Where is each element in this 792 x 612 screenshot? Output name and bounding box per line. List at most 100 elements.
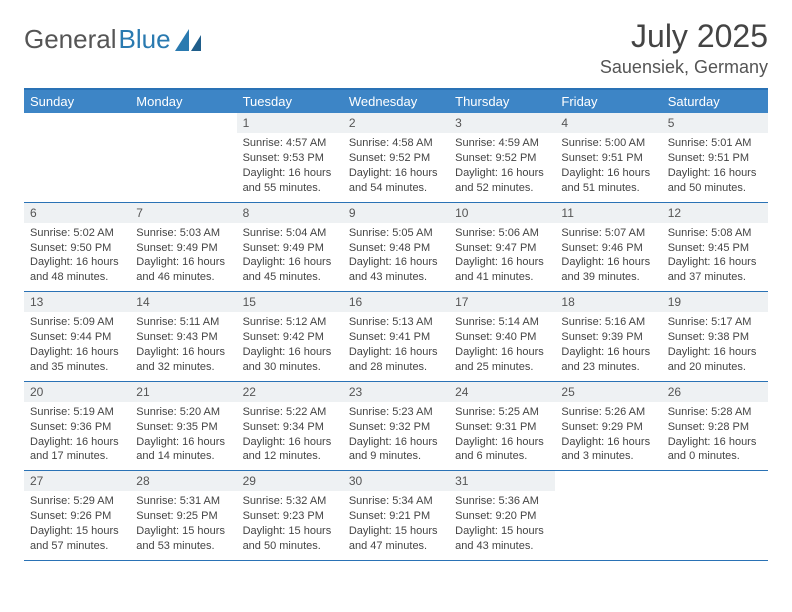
day-number: 31 bbox=[449, 471, 555, 491]
day-cell: 1Sunrise: 4:57 AMSunset: 9:53 PMDaylight… bbox=[237, 113, 343, 202]
daylight-text: Daylight: 16 hours and 0 minutes. bbox=[668, 435, 762, 465]
daylight-text: Daylight: 16 hours and 48 minutes. bbox=[30, 255, 124, 285]
logo-text-1: General bbox=[24, 24, 117, 55]
day-cell: 22Sunrise: 5:22 AMSunset: 9:34 PMDayligh… bbox=[237, 382, 343, 471]
daylight-text: Daylight: 16 hours and 54 minutes. bbox=[349, 166, 443, 196]
daylight-text: Daylight: 16 hours and 32 minutes. bbox=[136, 345, 230, 375]
dow-cell: Monday bbox=[130, 90, 236, 113]
day-body: Sunrise: 5:34 AMSunset: 9:21 PMDaylight:… bbox=[343, 491, 449, 559]
daylight-text: Daylight: 16 hours and 45 minutes. bbox=[243, 255, 337, 285]
day-body: Sunrise: 5:11 AMSunset: 9:43 PMDaylight:… bbox=[130, 312, 236, 380]
day-body: Sunrise: 5:16 AMSunset: 9:39 PMDaylight:… bbox=[555, 312, 661, 380]
day-cell: 30Sunrise: 5:34 AMSunset: 9:21 PMDayligh… bbox=[343, 471, 449, 560]
day-body: Sunrise: 5:05 AMSunset: 9:48 PMDaylight:… bbox=[343, 223, 449, 291]
day-body: Sunrise: 5:12 AMSunset: 9:42 PMDaylight:… bbox=[237, 312, 343, 380]
daylight-text: Daylight: 16 hours and 12 minutes. bbox=[243, 435, 337, 465]
sunset-text: Sunset: 9:51 PM bbox=[561, 151, 655, 166]
sunset-text: Sunset: 9:41 PM bbox=[349, 330, 443, 345]
day-number: 30 bbox=[343, 471, 449, 491]
day-body: Sunrise: 5:01 AMSunset: 9:51 PMDaylight:… bbox=[662, 133, 768, 201]
day-cell: 8Sunrise: 5:04 AMSunset: 9:49 PMDaylight… bbox=[237, 203, 343, 292]
daylight-text: Daylight: 16 hours and 3 minutes. bbox=[561, 435, 655, 465]
sunrise-text: Sunrise: 5:04 AM bbox=[243, 226, 337, 241]
daylight-text: Daylight: 16 hours and 35 minutes. bbox=[30, 345, 124, 375]
sunrise-text: Sunrise: 5:16 AM bbox=[561, 315, 655, 330]
day-number: 6 bbox=[24, 203, 130, 223]
logo-text-2: Blue bbox=[119, 24, 171, 55]
daylight-text: Daylight: 16 hours and 37 minutes. bbox=[668, 255, 762, 285]
day-number: 5 bbox=[662, 113, 768, 133]
day-number: 29 bbox=[237, 471, 343, 491]
daylight-text: Daylight: 16 hours and 14 minutes. bbox=[136, 435, 230, 465]
day-number: 25 bbox=[555, 382, 661, 402]
sunrise-text: Sunrise: 5:22 AM bbox=[243, 405, 337, 420]
day-cell: 25Sunrise: 5:26 AMSunset: 9:29 PMDayligh… bbox=[555, 382, 661, 471]
day-number: 15 bbox=[237, 292, 343, 312]
day-body: Sunrise: 5:09 AMSunset: 9:44 PMDaylight:… bbox=[24, 312, 130, 380]
day-cell: 10Sunrise: 5:06 AMSunset: 9:47 PMDayligh… bbox=[449, 203, 555, 292]
day-body: Sunrise: 5:22 AMSunset: 9:34 PMDaylight:… bbox=[237, 402, 343, 470]
day-body: Sunrise: 5:08 AMSunset: 9:45 PMDaylight:… bbox=[662, 223, 768, 291]
daylight-text: Daylight: 16 hours and 30 minutes. bbox=[243, 345, 337, 375]
day-body: Sunrise: 5:19 AMSunset: 9:36 PMDaylight:… bbox=[24, 402, 130, 470]
sunset-text: Sunset: 9:36 PM bbox=[30, 420, 124, 435]
day-cell: 28Sunrise: 5:31 AMSunset: 9:25 PMDayligh… bbox=[130, 471, 236, 560]
daylight-text: Daylight: 16 hours and 25 minutes. bbox=[455, 345, 549, 375]
sunrise-text: Sunrise: 5:32 AM bbox=[243, 494, 337, 509]
sunset-text: Sunset: 9:49 PM bbox=[136, 241, 230, 256]
day-number: 2 bbox=[343, 113, 449, 133]
daylight-text: Daylight: 16 hours and 20 minutes. bbox=[668, 345, 762, 375]
location: Sauensiek, Germany bbox=[600, 57, 768, 78]
day-cell: 9Sunrise: 5:05 AMSunset: 9:48 PMDaylight… bbox=[343, 203, 449, 292]
dow-cell: Friday bbox=[555, 90, 661, 113]
day-body: Sunrise: 5:31 AMSunset: 9:25 PMDaylight:… bbox=[130, 491, 236, 559]
day-body: Sunrise: 5:02 AMSunset: 9:50 PMDaylight:… bbox=[24, 223, 130, 291]
sunrise-text: Sunrise: 5:34 AM bbox=[349, 494, 443, 509]
title-block: July 2025 Sauensiek, Germany bbox=[600, 18, 768, 78]
day-number: 9 bbox=[343, 203, 449, 223]
daylight-text: Daylight: 16 hours and 39 minutes. bbox=[561, 255, 655, 285]
day-body: Sunrise: 5:25 AMSunset: 9:31 PMDaylight:… bbox=[449, 402, 555, 470]
day-body: Sunrise: 4:58 AMSunset: 9:52 PMDaylight:… bbox=[343, 133, 449, 201]
day-body: Sunrise: 5:14 AMSunset: 9:40 PMDaylight:… bbox=[449, 312, 555, 380]
sunset-text: Sunset: 9:42 PM bbox=[243, 330, 337, 345]
sunrise-text: Sunrise: 5:02 AM bbox=[30, 226, 124, 241]
sunrise-text: Sunrise: 5:25 AM bbox=[455, 405, 549, 420]
daylight-text: Daylight: 16 hours and 43 minutes. bbox=[349, 255, 443, 285]
day-number: 28 bbox=[130, 471, 236, 491]
sunrise-text: Sunrise: 4:59 AM bbox=[455, 136, 549, 151]
dow-cell: Thursday bbox=[449, 90, 555, 113]
daylight-text: Daylight: 16 hours and 23 minutes. bbox=[561, 345, 655, 375]
sunrise-text: Sunrise: 4:57 AM bbox=[243, 136, 337, 151]
sunset-text: Sunset: 9:21 PM bbox=[349, 509, 443, 524]
sunrise-text: Sunrise: 5:07 AM bbox=[561, 226, 655, 241]
day-cell: 3Sunrise: 4:59 AMSunset: 9:52 PMDaylight… bbox=[449, 113, 555, 202]
week-row: 27Sunrise: 5:29 AMSunset: 9:26 PMDayligh… bbox=[24, 471, 768, 561]
sunrise-text: Sunrise: 5:01 AM bbox=[668, 136, 762, 151]
sunrise-text: Sunrise: 5:06 AM bbox=[455, 226, 549, 241]
daylight-text: Daylight: 15 hours and 47 minutes. bbox=[349, 524, 443, 554]
day-cell: 2Sunrise: 4:58 AMSunset: 9:52 PMDaylight… bbox=[343, 113, 449, 202]
daylight-text: Daylight: 16 hours and 55 minutes. bbox=[243, 166, 337, 196]
daylight-text: Daylight: 16 hours and 46 minutes. bbox=[136, 255, 230, 285]
day-body: Sunrise: 5:29 AMSunset: 9:26 PMDaylight:… bbox=[24, 491, 130, 559]
daylight-text: Daylight: 15 hours and 53 minutes. bbox=[136, 524, 230, 554]
day-cell: 4Sunrise: 5:00 AMSunset: 9:51 PMDaylight… bbox=[555, 113, 661, 202]
day-number: 17 bbox=[449, 292, 555, 312]
dow-cell: Tuesday bbox=[237, 90, 343, 113]
dow-cell: Wednesday bbox=[343, 90, 449, 113]
day-number: 19 bbox=[662, 292, 768, 312]
sunrise-text: Sunrise: 5:19 AM bbox=[30, 405, 124, 420]
day-cell bbox=[662, 471, 768, 560]
sunrise-text: Sunrise: 5:31 AM bbox=[136, 494, 230, 509]
sunset-text: Sunset: 9:23 PM bbox=[243, 509, 337, 524]
sunrise-text: Sunrise: 5:36 AM bbox=[455, 494, 549, 509]
logo-sail-icon bbox=[175, 29, 201, 51]
sunrise-text: Sunrise: 5:29 AM bbox=[30, 494, 124, 509]
day-cell: 18Sunrise: 5:16 AMSunset: 9:39 PMDayligh… bbox=[555, 292, 661, 381]
daylight-text: Daylight: 16 hours and 51 minutes. bbox=[561, 166, 655, 196]
day-cell: 27Sunrise: 5:29 AMSunset: 9:26 PMDayligh… bbox=[24, 471, 130, 560]
day-body: Sunrise: 5:36 AMSunset: 9:20 PMDaylight:… bbox=[449, 491, 555, 559]
day-number: 22 bbox=[237, 382, 343, 402]
day-number: 12 bbox=[662, 203, 768, 223]
